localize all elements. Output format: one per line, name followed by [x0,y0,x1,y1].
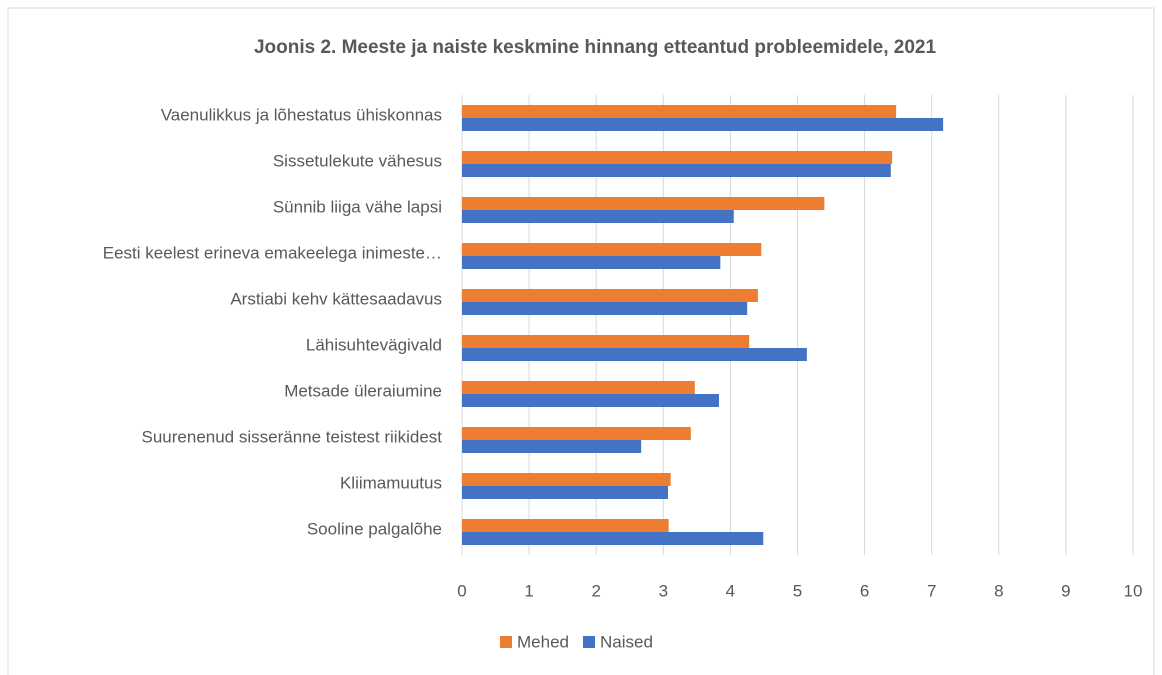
legend-swatch [582,636,595,648]
bar [462,256,721,269]
x-tick-label: 1 [524,581,533,600]
chart-title: Joonis 2. Meeste ja naiste keskmine hinn… [254,37,937,58]
y-tick-label: Arstiabi kehv kättesaadavus [230,289,442,308]
x-tick-label: 4 [726,581,735,600]
bar [462,289,758,302]
x-tick-label: 8 [994,581,1003,600]
x-tick-label: 2 [591,581,600,600]
bar [462,348,807,361]
bar [462,118,944,131]
bar [462,532,764,545]
x-tick-label: 0 [457,581,466,600]
y-tick-label: Vaenulikkus ja lõhestatus ühiskonnas [161,105,442,124]
x-tick-label: 3 [659,581,668,600]
bar [462,381,695,394]
x-tick-label: 10 [1124,581,1143,600]
bar [462,210,734,223]
x-tick-label: 6 [860,581,869,600]
bar [462,440,642,453]
bar [462,302,748,315]
y-tick-label: Metsade üleraiumine [284,381,442,400]
bar [462,519,669,532]
x-tick-label: 5 [793,581,802,600]
bar [462,486,668,499]
bar [462,243,762,256]
legend-swatch [500,636,512,648]
y-tick-label: Kliimamuutus [340,473,442,492]
x-tick-label: 9 [1061,581,1070,600]
bar [462,427,691,440]
bar [462,197,825,210]
bar [462,105,897,118]
y-tick-label: Sünnib liiga vähe lapsi [273,197,442,216]
y-tick-label: Sooline palgalõhe [307,519,442,538]
y-tick-label: Suurenenud sisseränne teistest riikidest [142,427,443,446]
legend-label: Naised [600,632,653,651]
y-tick-label: Lähisuhtevägivald [306,335,442,354]
bar [462,394,719,407]
y-tick-label: Eesti keelest erineva emakeelega inimest… [103,243,442,262]
bar [462,473,671,486]
legend-label: Mehed [517,632,569,651]
bar [462,335,750,348]
y-tick-label: Sissetulekute vähesus [273,151,442,170]
bar [462,164,891,177]
bar [462,151,893,164]
x-tick-label: 7 [927,581,936,600]
